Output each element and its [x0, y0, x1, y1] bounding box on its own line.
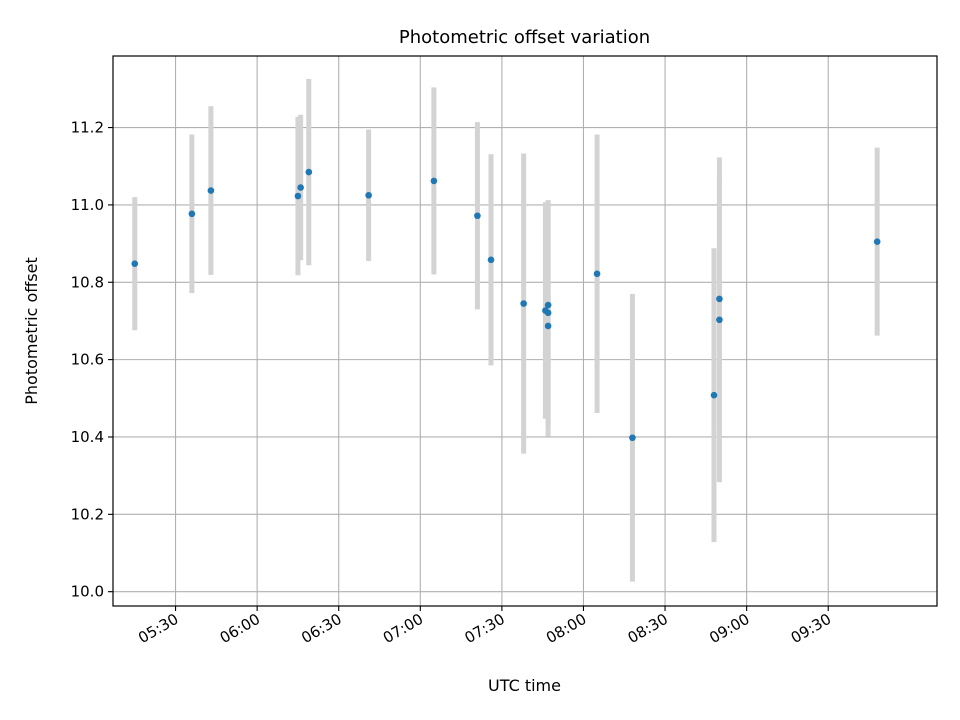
data-points — [131, 168, 881, 442]
data-point — [131, 260, 139, 268]
plot-frame — [112, 55, 938, 607]
data-point — [544, 301, 552, 309]
data-point — [188, 210, 196, 218]
y-axis-label: Photometric offset — [22, 257, 41, 405]
y-tick-label: 10.2 — [71, 505, 104, 523]
data-point — [305, 168, 313, 176]
data-point — [520, 300, 527, 307]
y-tick-label: 11.0 — [71, 196, 104, 214]
data-point — [474, 212, 481, 220]
y-tick-label: 10.4 — [71, 428, 104, 446]
y-tick-label: 11.2 — [71, 119, 104, 137]
data-point — [716, 316, 723, 324]
data-point — [487, 256, 495, 264]
data-point — [430, 177, 438, 185]
data-point — [629, 434, 636, 442]
chart-title: Photometric offset variation — [399, 27, 650, 48]
data-point — [873, 238, 881, 245]
data-point — [365, 191, 372, 199]
data-point — [297, 184, 304, 191]
y-axis-ticks: 10.0 10.2 10.4 10.6 10.8 11.0 11.2 — [71, 119, 113, 601]
y-tick-label: 10.8 — [71, 273, 104, 291]
y-tick-label: 10.0 — [71, 583, 104, 601]
data-point — [544, 322, 552, 330]
y-tick-label: 10.6 — [71, 351, 104, 369]
data-point — [710, 391, 718, 399]
data-point — [716, 295, 723, 303]
data-point — [294, 192, 302, 200]
data-point — [207, 187, 215, 194]
data-point — [593, 270, 601, 278]
x-axis-label: UTC time — [488, 676, 561, 695]
data-point — [544, 309, 552, 317]
